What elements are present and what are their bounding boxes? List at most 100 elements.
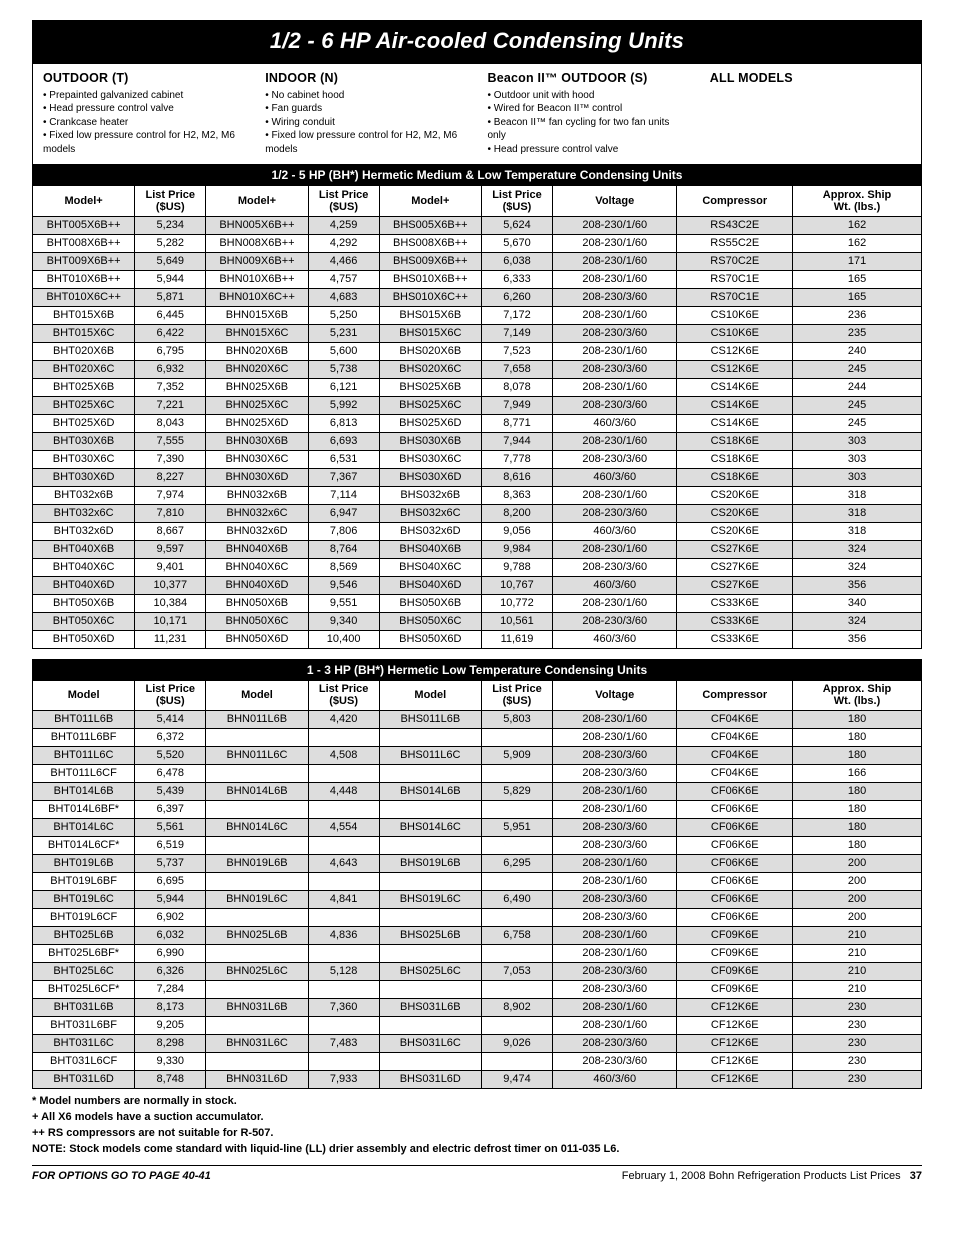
table-row: BHT019L6B5,737BHN019L6B4,643BHS019L6B6,2… xyxy=(33,854,922,872)
cell: 4,420 xyxy=(308,710,379,728)
cell: CS18K6E xyxy=(677,468,793,486)
table-row: BHT019L6C5,944BHN019L6C4,841BHS019L6C6,4… xyxy=(33,890,922,908)
cell: CS14K6E xyxy=(677,414,793,432)
footer-page-number: 37 xyxy=(910,1170,922,1182)
cell: 6,519 xyxy=(135,836,206,854)
cell: BHT040X6C xyxy=(33,558,135,576)
table-row: BHT011L6BF6,372208-230/1/60CF04K6E180 xyxy=(33,728,922,746)
cell xyxy=(481,944,552,962)
notes: * Model numbers are normally in stock.+ … xyxy=(32,1095,922,1155)
cell: BHS040X6C xyxy=(379,558,481,576)
cell: BHT025L6CF* xyxy=(33,980,135,998)
cell: 303 xyxy=(793,450,922,468)
cell: 210 xyxy=(793,980,922,998)
cell: CF06K6E xyxy=(677,854,793,872)
cell: 460/3/60 xyxy=(553,630,677,648)
cell: 10,384 xyxy=(135,594,206,612)
cell: BHN025X6C xyxy=(206,396,308,414)
cell: 180 xyxy=(793,728,922,746)
cell xyxy=(379,1016,481,1034)
cell: 356 xyxy=(793,576,922,594)
note-line: ++ RS compressors are not suitable for R… xyxy=(32,1127,922,1139)
cell: CF06K6E xyxy=(677,818,793,836)
cell: 5,231 xyxy=(308,324,379,342)
cell: BHT025X6C xyxy=(33,396,135,414)
cell: 356 xyxy=(793,630,922,648)
cell: 165 xyxy=(793,288,922,306)
cell: 7,949 xyxy=(481,396,552,414)
cell xyxy=(379,764,481,782)
cell: BHS019L6B xyxy=(379,854,481,872)
cell: 324 xyxy=(793,540,922,558)
feature-col: ALL MODELS xyxy=(700,64,921,164)
cell: 230 xyxy=(793,1016,922,1034)
cell: 6,372 xyxy=(135,728,206,746)
cell: 5,234 xyxy=(135,216,206,234)
feature-item: Beacon II™ fan cycling for two fan units… xyxy=(488,116,689,143)
cell: BHS050X6B xyxy=(379,594,481,612)
table-row: BHT025L6BF*6,990208-230/1/60CF09K6E210 xyxy=(33,944,922,962)
cell: 4,292 xyxy=(308,234,379,252)
cell: CS18K6E xyxy=(677,432,793,450)
cell xyxy=(308,800,379,818)
table-row: BHT020X6C6,932BHN020X6C5,738BHS020X6C7,6… xyxy=(33,360,922,378)
table-row: BHT031L6B8,173BHN031L6B7,360BHS031L6B8,9… xyxy=(33,998,922,1016)
cell: 230 xyxy=(793,1034,922,1052)
feature-heading: ALL MODELS xyxy=(710,70,911,87)
cell: 8,173 xyxy=(135,998,206,1016)
table-row: BHT010X6B++5,944BHN010X6B++4,757BHS010X6… xyxy=(33,270,922,288)
feature-list: Outdoor unit with hoodWired for Beacon I… xyxy=(488,89,689,157)
cell: 208-230/1/60 xyxy=(553,800,677,818)
cell: 7,974 xyxy=(135,486,206,504)
cell: BHS040X6B xyxy=(379,540,481,558)
cell: CS27K6E xyxy=(677,576,793,594)
feature-heading: INDOOR (N) xyxy=(265,70,466,87)
cell: BHT019L6B xyxy=(33,854,135,872)
cell: 180 xyxy=(793,836,922,854)
cell: 8,043 xyxy=(135,414,206,432)
col-header: Approx. ShipWt. (lbs.) xyxy=(793,186,922,216)
cell: 208-230/1/60 xyxy=(553,378,677,396)
cell: 318 xyxy=(793,504,922,522)
cell: BHT019L6C xyxy=(33,890,135,908)
cell: 6,397 xyxy=(135,800,206,818)
cell: BHN015X6B xyxy=(206,306,308,324)
cell: 5,624 xyxy=(481,216,552,234)
cell: 208-230/1/60 xyxy=(553,944,677,962)
cell: 208-230/1/60 xyxy=(553,486,677,504)
cell: BHN020X6C xyxy=(206,360,308,378)
cell: 6,295 xyxy=(481,854,552,872)
cell: 303 xyxy=(793,432,922,450)
cell: BHT020X6C xyxy=(33,360,135,378)
col-header: List Price ($US) xyxy=(481,680,552,710)
col-header: List Price ($US) xyxy=(135,680,206,710)
cell: 9,026 xyxy=(481,1034,552,1052)
cell: 208-230/3/60 xyxy=(553,1052,677,1070)
table-row: BHT011L6C5,520BHN011L6C4,508BHS011L6C5,9… xyxy=(33,746,922,764)
cell: BHT032x6D xyxy=(33,522,135,540)
cell: BHT050X6B xyxy=(33,594,135,612)
cell: 6,947 xyxy=(308,504,379,522)
table-row: BHT025X6C7,221BHN025X6C5,992BHS025X6C7,9… xyxy=(33,396,922,414)
cell: 5,282 xyxy=(135,234,206,252)
cell: CF06K6E xyxy=(677,890,793,908)
cell: BHT014L6C xyxy=(33,818,135,836)
cell: BHN032x6D xyxy=(206,522,308,540)
cell: CS33K6E xyxy=(677,612,793,630)
cell: 4,841 xyxy=(308,890,379,908)
cell: BHS014L6B xyxy=(379,782,481,800)
feature-item: Fixed low pressure control for H2, M2, M… xyxy=(265,129,466,156)
cell: 208-230/3/60 xyxy=(553,450,677,468)
cell xyxy=(481,980,552,998)
table-row: BHT031L6CF9,330208-230/3/60CF12K6E230 xyxy=(33,1052,922,1070)
cell: BHN040X6C xyxy=(206,558,308,576)
cell xyxy=(308,980,379,998)
cell xyxy=(481,908,552,926)
cell: CF12K6E xyxy=(677,998,793,1016)
cell: 6,422 xyxy=(135,324,206,342)
feature-col: OUTDOOR (T)Prepainted galvanized cabinet… xyxy=(33,64,255,164)
cell: 5,992 xyxy=(308,396,379,414)
cell xyxy=(206,944,308,962)
cell: 8,771 xyxy=(481,414,552,432)
cell: 9,330 xyxy=(135,1052,206,1070)
